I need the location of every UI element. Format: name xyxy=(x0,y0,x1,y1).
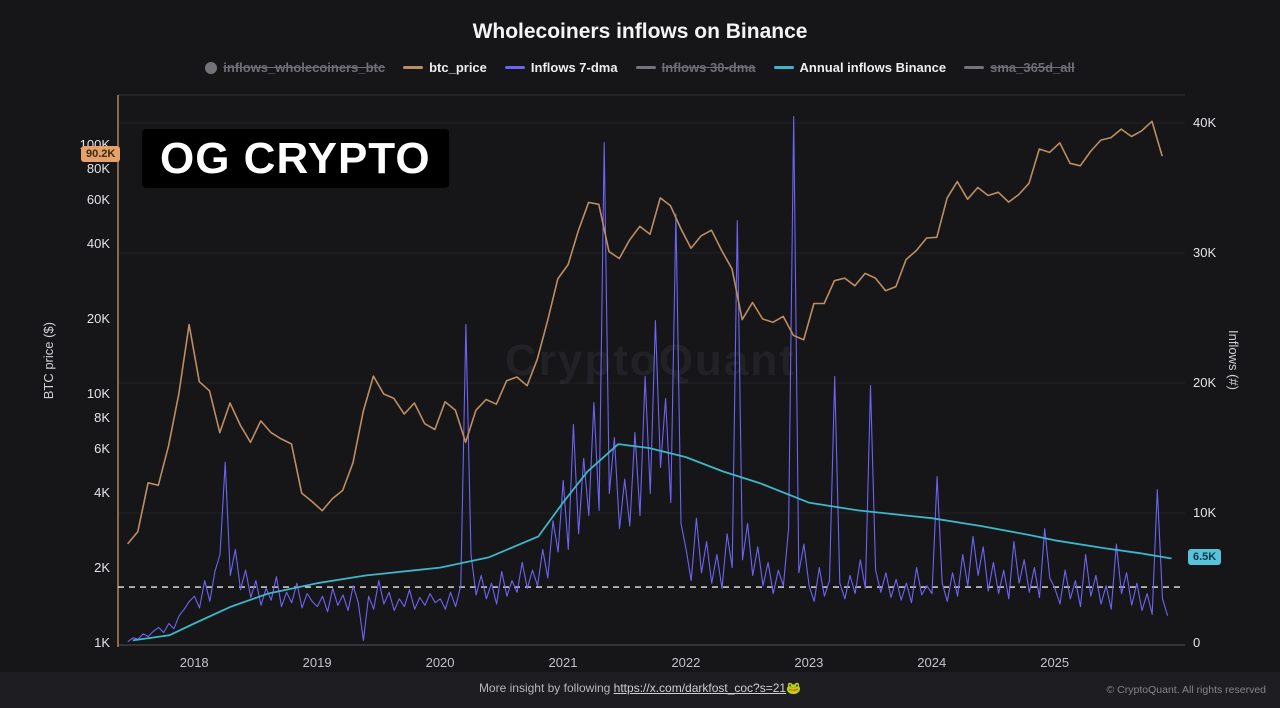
legend-label: sma_365d_all xyxy=(990,60,1075,75)
btc-price-badge: 90.2K xyxy=(81,146,121,163)
legend-item-inflows-7-dma[interactable]: Inflows 7-dma xyxy=(504,60,618,75)
og-crypto-stamp: OG CRYPTO xyxy=(142,129,449,188)
legend-circle-swatch xyxy=(205,61,218,74)
footer-link[interactable]: https://x.com/darkfost_coc?s=21 xyxy=(613,681,787,695)
legend-line-swatch xyxy=(773,66,794,69)
right-axis-title: Inflows (#) xyxy=(1226,330,1241,390)
legend-label: inflows_wholecoiners_btc xyxy=(223,60,386,75)
legend: inflows_wholecoiners_btc btc_price Inflows… xyxy=(0,60,1280,75)
series-inflows-7-dma xyxy=(127,115,1169,643)
page-title: Wholecoiners inflows on Binance xyxy=(472,20,808,43)
legend-label: Inflows 30-dma xyxy=(661,60,756,75)
legend-line-swatch xyxy=(964,66,985,69)
cryptoquant-watermark: CryptoQuant xyxy=(505,336,796,385)
copyright-text: © CryptoQuant. All rights reserved xyxy=(1106,684,1266,696)
legend-line-swatch xyxy=(635,66,656,69)
legend-label: Inflows 7-dma xyxy=(530,60,618,75)
series-btc-price xyxy=(126,120,1163,545)
legend-item-annual-inflows-binance[interactable]: Annual inflows Binance xyxy=(773,60,947,75)
frog-emoji: 🐸 xyxy=(786,681,802,695)
footer-insight: More insight by following https://x.com/… xyxy=(0,681,1280,695)
left-axis-title: BTC price ($) xyxy=(41,322,56,400)
legend-item-sma-365d-all[interactable]: sma_365d_all xyxy=(964,60,1075,75)
legend-item-inflows-wholecoiners-btc[interactable]: inflows_wholecoiners_btc xyxy=(205,60,385,75)
legend-label: btc_price xyxy=(429,60,487,75)
footer-insight-prefix: More insight by following xyxy=(478,681,614,695)
legend-item-inflows-30-dma[interactable]: Inflows 30-dma xyxy=(635,60,756,75)
legend-label: Annual inflows Binance xyxy=(799,60,947,75)
legend-line-swatch xyxy=(504,66,525,69)
footer-bar: More insight by following https://x.com/… xyxy=(0,672,1280,708)
legend-item-btc-price[interactable]: btc_price xyxy=(403,60,487,75)
annual-inflows-badge: 6.5K xyxy=(1188,548,1222,565)
series-annual-inflows-binance xyxy=(132,443,1172,642)
legend-line-swatch xyxy=(403,66,424,69)
